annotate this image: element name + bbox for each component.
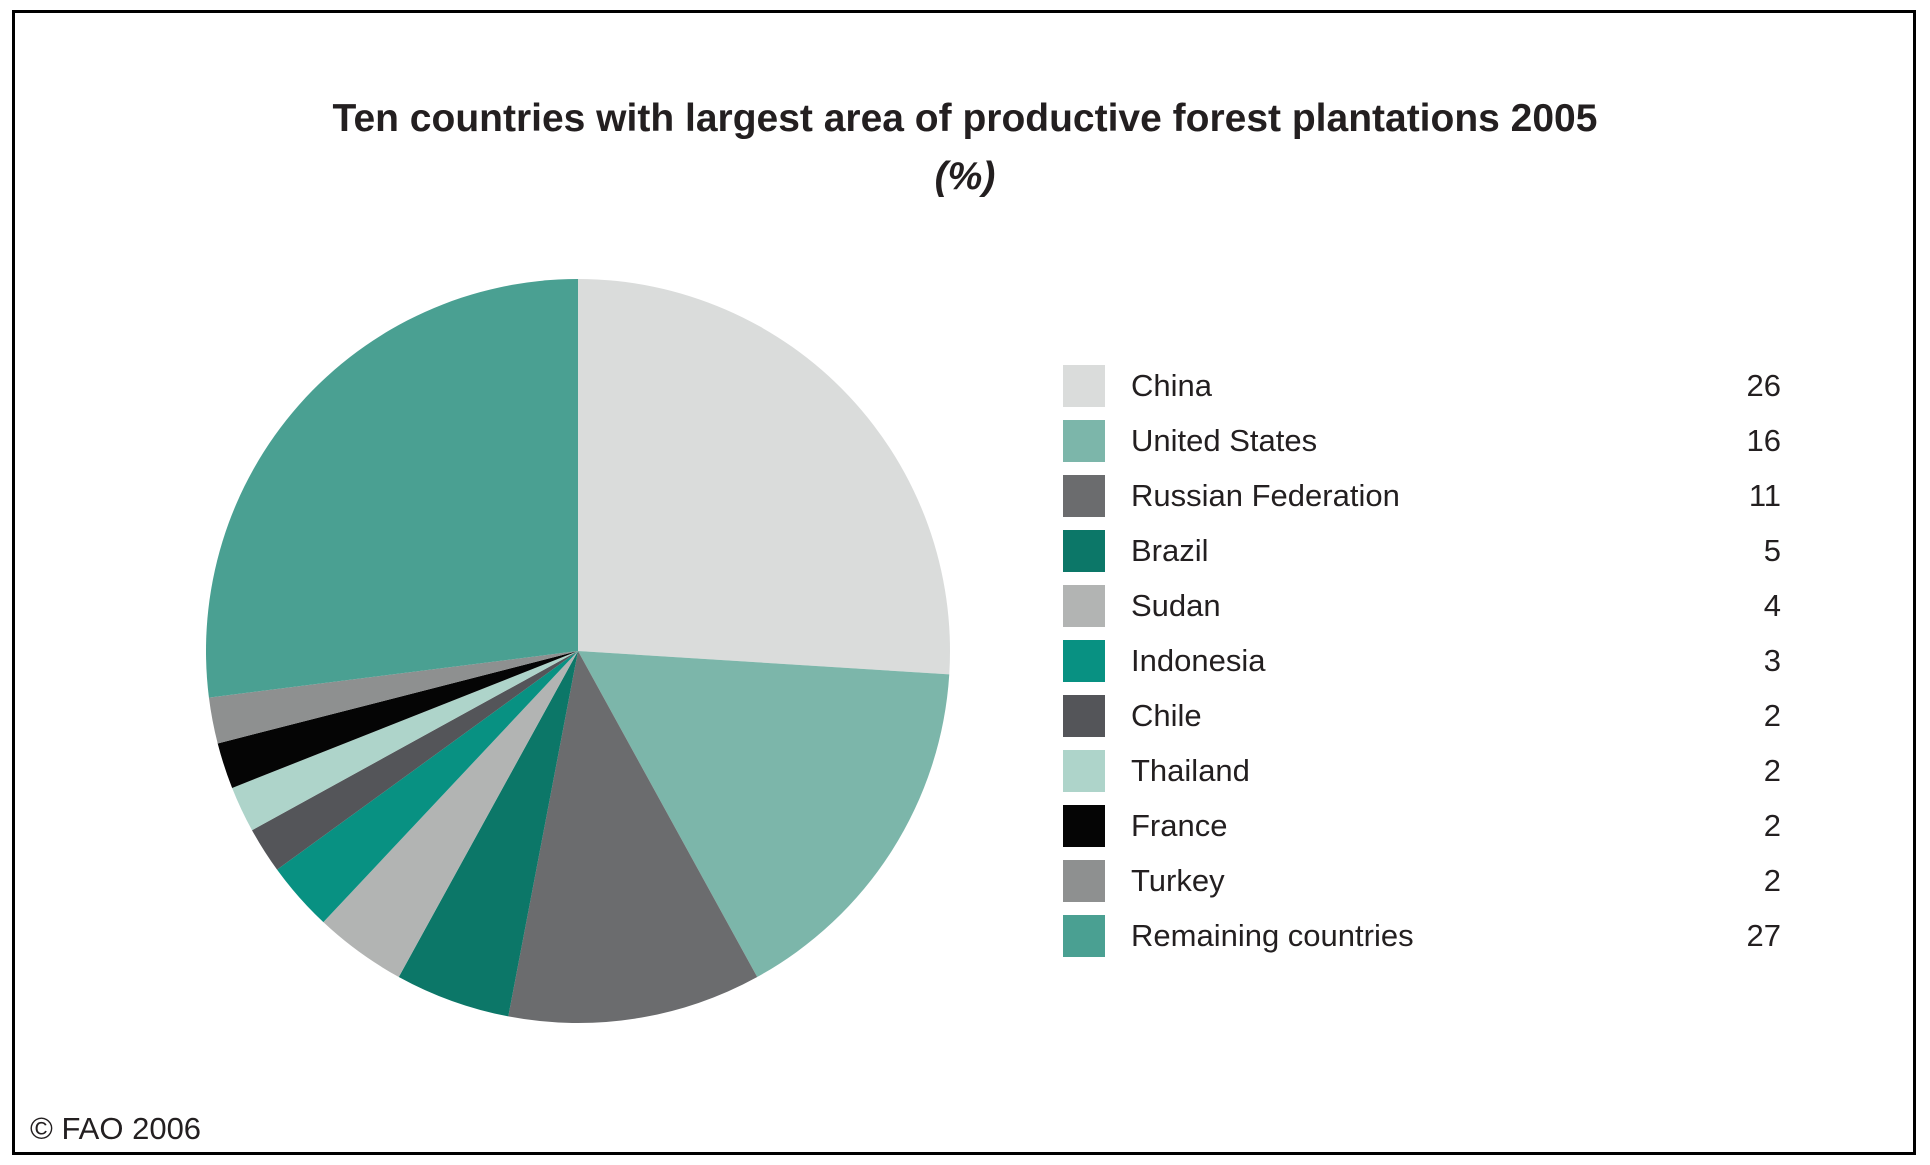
legend-value: 26 (1746, 367, 1781, 403)
legend-swatch (1063, 639, 1105, 682)
legend-row-brazil: Brazil 5 (1063, 523, 1781, 578)
legend-label: Sudan (1131, 587, 1221, 623)
legend-label: Remaining countries (1131, 917, 1414, 953)
legend-row-chile: Chile 2 (1063, 688, 1781, 743)
pie-slice-chile (252, 651, 578, 870)
legend-row-thailand: Thailand 2 (1063, 743, 1781, 798)
pie-slice-thailand (232, 651, 578, 831)
pie-slice-remaining-countries (205, 279, 578, 698)
chart-subtitle: (%) (934, 155, 996, 198)
legend-swatch (1063, 914, 1105, 957)
pie-slice-indonesia (277, 651, 578, 923)
legend-value: 16 (1746, 422, 1781, 458)
legend-value: 27 (1746, 917, 1781, 953)
pie-slice-sudan (323, 651, 578, 977)
pie-slice-france (217, 651, 578, 788)
legend-row-indonesia: Indonesia 3 (1063, 633, 1781, 688)
pie-slice-russian-federation (508, 651, 758, 1024)
legend: China 26 United States 16 Russian Federa… (1063, 358, 1781, 963)
legend-value: 2 (1763, 697, 1781, 733)
legend-swatch (1063, 859, 1105, 902)
legend-label: Indonesia (1131, 642, 1266, 678)
legend-row-russian-federation: Russian Federation 11 (1063, 468, 1781, 523)
legend-label: United States (1131, 422, 1318, 458)
legend-label: Chile (1131, 697, 1202, 733)
legend-value: 5 (1763, 532, 1781, 568)
legend-row-france: France 2 (1063, 798, 1781, 853)
chart-header: Ten countries with largest area of produ… (0, 90, 1930, 206)
legend-row-remaining-countries: Remaining countries 27 (1063, 908, 1781, 963)
legend-value: 11 (1748, 477, 1781, 513)
legend-value: 2 (1763, 862, 1781, 898)
legend-swatch (1063, 474, 1105, 517)
legend-swatch (1063, 694, 1105, 737)
legend-value: 2 (1763, 752, 1781, 788)
copyright-footer: © FAO 2006 (30, 1111, 202, 1146)
pie-slice-china (578, 279, 951, 675)
legend-value: 3 (1763, 642, 1781, 678)
legend-label: Russian Federation (1131, 477, 1400, 513)
legend-row-china: China 26 (1063, 358, 1781, 413)
legend-value: 2 (1763, 807, 1781, 843)
legend-label: China (1131, 367, 1212, 403)
pie-chart (205, 279, 951, 1024)
legend-swatch (1063, 419, 1105, 462)
pie-slice-united-states (578, 651, 950, 977)
legend-label: Brazil (1131, 532, 1209, 568)
legend-label: France (1131, 807, 1228, 843)
pie-slice-turkey (208, 651, 578, 744)
legend-value: 4 (1763, 587, 1781, 623)
legend-swatch (1063, 529, 1105, 572)
chart-title: Ten countries with largest area of produ… (332, 97, 1598, 140)
legend-swatch (1063, 804, 1105, 847)
legend-label: Turkey (1131, 862, 1225, 898)
legend-swatch (1063, 364, 1105, 407)
legend-label: Thailand (1131, 752, 1250, 788)
legend-swatch (1063, 584, 1105, 627)
pie-slice-brazil (398, 651, 578, 1017)
legend-swatch (1063, 749, 1105, 792)
legend-row-turkey: Turkey 2 (1063, 853, 1781, 908)
legend-row-sudan: Sudan 4 (1063, 578, 1781, 633)
legend-row-united-states: United States 16 (1063, 413, 1781, 468)
